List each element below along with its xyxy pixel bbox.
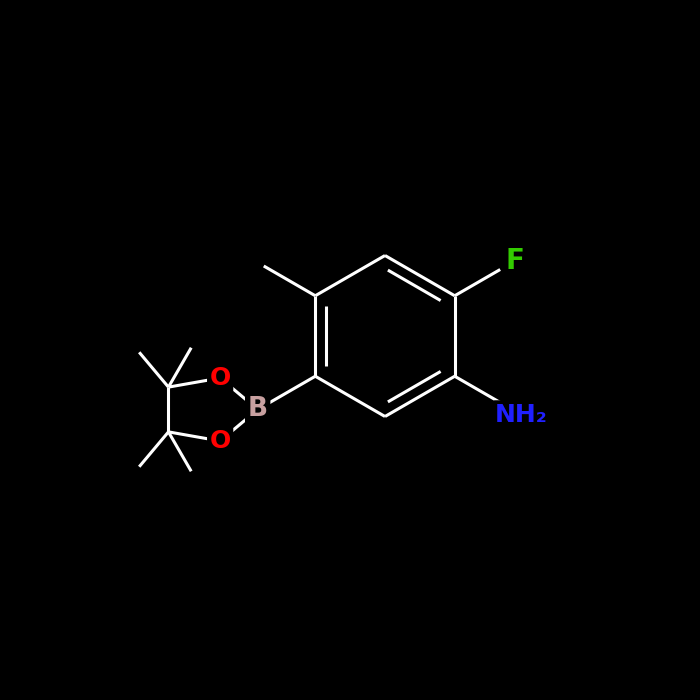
- Text: NH₂: NH₂: [495, 402, 548, 427]
- Text: O: O: [209, 429, 231, 453]
- Text: O: O: [209, 366, 231, 390]
- Text: B: B: [248, 396, 268, 423]
- Text: F: F: [506, 247, 525, 274]
